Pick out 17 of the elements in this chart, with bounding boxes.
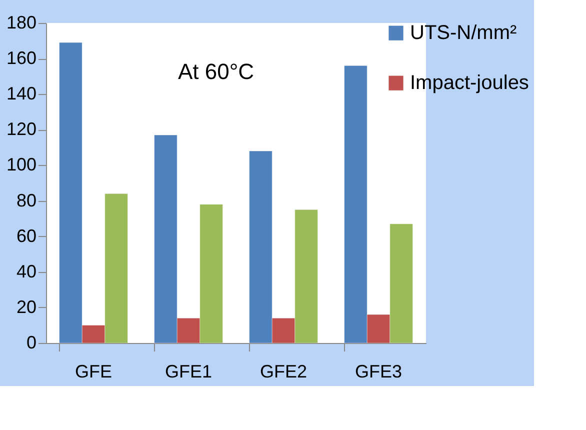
legend-label: Impact-joules (410, 72, 529, 94)
x-tick-label: GFE (74, 362, 112, 382)
y-tick-label: 20 (16, 296, 36, 317)
y-tick-label: 140 (6, 84, 36, 104)
y-tick-label: 160 (6, 48, 36, 68)
y-tick-label: 40 (16, 261, 36, 282)
text: At 60°C (178, 59, 254, 84)
y-tick-label: 0 (26, 332, 36, 352)
y-tick-label: 120 (6, 119, 36, 140)
x-tick-label: GFE3 (354, 362, 402, 382)
y-tick-label: 80 (16, 190, 36, 210)
legend-label: UTS-N/mm² (410, 22, 517, 44)
y-tick-label: 100 (6, 154, 36, 175)
y-tick-label: 60 (16, 226, 36, 246)
x-tick-label: GFE2 (260, 362, 308, 382)
x-tick-label: GFE1 (164, 362, 212, 382)
y-tick-label: 180 (6, 12, 36, 32)
